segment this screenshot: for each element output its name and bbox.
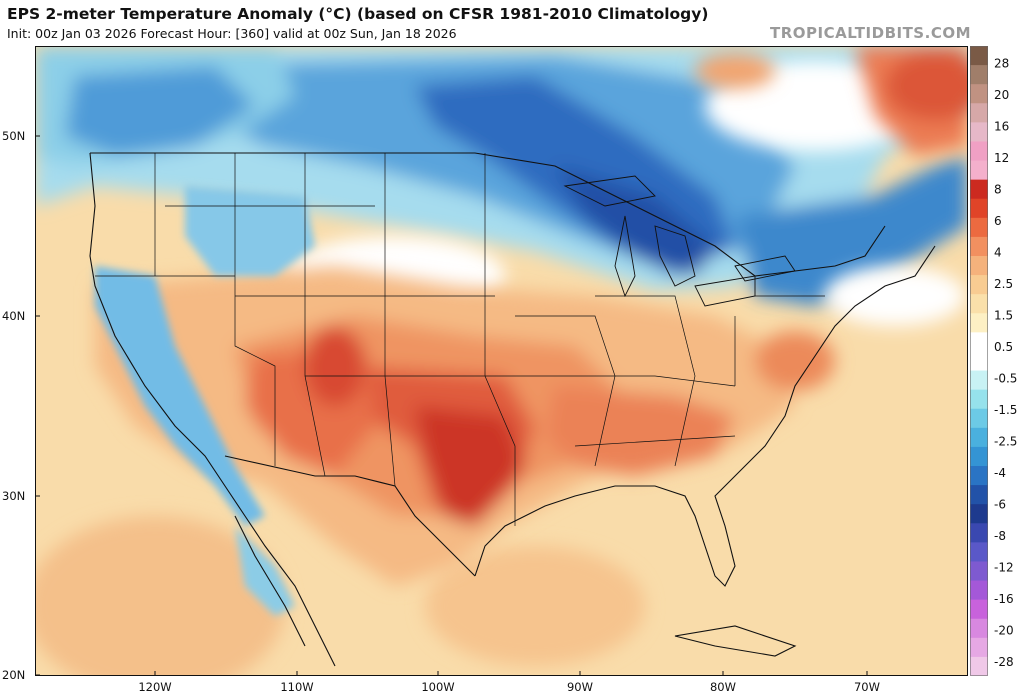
color-swatch bbox=[970, 351, 988, 372]
political-borders bbox=[89, 152, 936, 667]
lat-label-30n: 30N bbox=[2, 489, 26, 503]
color-scale-label: 2.5 bbox=[994, 277, 1013, 291]
lat-label-20n: 20N bbox=[2, 668, 26, 682]
color-swatch bbox=[970, 427, 988, 448]
color-scale-bar: 28 20 16 12 8 6 4 2.5 1.5 0.5 -0.5 -1.5 -2.5 -4 -6 -8 -1… bbox=[970, 46, 1017, 676]
color-scale-label: -28 bbox=[994, 655, 1014, 669]
color-scale-label: 6 bbox=[994, 214, 1002, 228]
color-scale-label: 8 bbox=[994, 182, 1002, 196]
color-swatch bbox=[970, 389, 988, 410]
color-swatch bbox=[970, 236, 988, 257]
great-lakes bbox=[563, 175, 796, 307]
color-scale-label: -4 bbox=[994, 466, 1006, 480]
west-coast-cool-strip bbox=[95, 186, 315, 616]
color-swatch bbox=[970, 580, 988, 601]
color-swatch bbox=[970, 179, 988, 200]
color-swatch bbox=[970, 122, 988, 142]
color-swatch bbox=[970, 160, 988, 181]
color-scale-label: 28 bbox=[994, 56, 1009, 70]
lat-label-50n: 50N bbox=[2, 129, 26, 143]
color-swatch bbox=[970, 504, 988, 524]
color-swatch bbox=[970, 618, 988, 639]
color-swatch bbox=[970, 408, 988, 429]
lon-label-80w: 80W bbox=[709, 680, 737, 694]
color-swatch bbox=[970, 370, 988, 391]
color-swatches bbox=[970, 46, 988, 676]
color-scale-label: -1.5 bbox=[994, 403, 1017, 417]
header: EPS 2-meter Temperature Anomaly (°C) (ba… bbox=[0, 0, 1024, 46]
gulf-warm-patch bbox=[425, 546, 645, 666]
color-scale-label: -8 bbox=[994, 529, 1006, 543]
color-swatch bbox=[970, 198, 988, 219]
color-swatch bbox=[970, 141, 988, 162]
brand-watermark: TROPICALTIDBITS.COM bbox=[770, 24, 971, 42]
lon-label-90w: 90W bbox=[566, 680, 594, 694]
color-swatch bbox=[970, 46, 988, 66]
color-swatch bbox=[970, 332, 988, 352]
state-borders bbox=[95, 153, 825, 526]
color-swatch bbox=[970, 313, 988, 333]
lon-label-120w: 120W bbox=[138, 680, 172, 694]
color-swatch bbox=[970, 523, 988, 543]
color-scale-label: -16 bbox=[994, 592, 1014, 606]
pacific-warm-patch bbox=[35, 516, 285, 676]
lon-label-100w: 100W bbox=[421, 680, 455, 694]
color-swatch bbox=[970, 65, 988, 85]
map-subtitle: Init: 00z Jan 03 2026 Forecast Hour: [36… bbox=[7, 26, 457, 41]
map-title: EPS 2-meter Temperature Anomaly (°C) (ba… bbox=[7, 5, 709, 23]
color-swatch bbox=[970, 485, 988, 505]
lon-label-70w: 70W bbox=[853, 680, 881, 694]
color-scale-label: -12 bbox=[994, 560, 1014, 574]
color-swatch bbox=[970, 542, 988, 562]
color-scale-label: -2.5 bbox=[994, 434, 1017, 448]
color-swatch bbox=[970, 599, 988, 620]
color-scale-label: 0.5 bbox=[994, 340, 1013, 354]
color-swatch bbox=[970, 466, 988, 486]
color-swatch bbox=[970, 294, 988, 314]
color-swatch bbox=[970, 275, 988, 295]
color-swatch bbox=[970, 84, 988, 104]
color-scale-label: 4 bbox=[994, 245, 1002, 259]
color-swatch bbox=[970, 656, 988, 676]
color-scale-label: 20 bbox=[994, 88, 1009, 102]
color-swatch bbox=[970, 256, 988, 276]
color-swatch bbox=[970, 637, 988, 658]
temperature-anomaly-map bbox=[35, 46, 968, 676]
color-scale-label: 12 bbox=[994, 151, 1009, 165]
lon-label-110w: 110W bbox=[280, 680, 314, 694]
map-frame bbox=[35, 46, 968, 676]
color-labels: 28 20 16 12 8 6 4 2.5 1.5 0.5 -0.5 -1.5 -2.5 -4 -6 -8 -1… bbox=[994, 56, 1017, 669]
us-warm-region bbox=[95, 266, 835, 586]
lat-label-40n: 40N bbox=[2, 309, 26, 323]
color-scale-label: -0.5 bbox=[994, 371, 1017, 385]
labrador-warm-region bbox=[695, 46, 968, 156]
color-scale-label: 16 bbox=[994, 119, 1009, 133]
color-swatch bbox=[970, 446, 988, 467]
color-scale-label: -6 bbox=[994, 497, 1006, 511]
color-swatch bbox=[970, 103, 988, 123]
color-scale-label: -20 bbox=[994, 623, 1014, 637]
color-scale-label: 1.5 bbox=[994, 308, 1013, 322]
color-swatch bbox=[970, 217, 988, 238]
color-swatch bbox=[970, 561, 988, 582]
